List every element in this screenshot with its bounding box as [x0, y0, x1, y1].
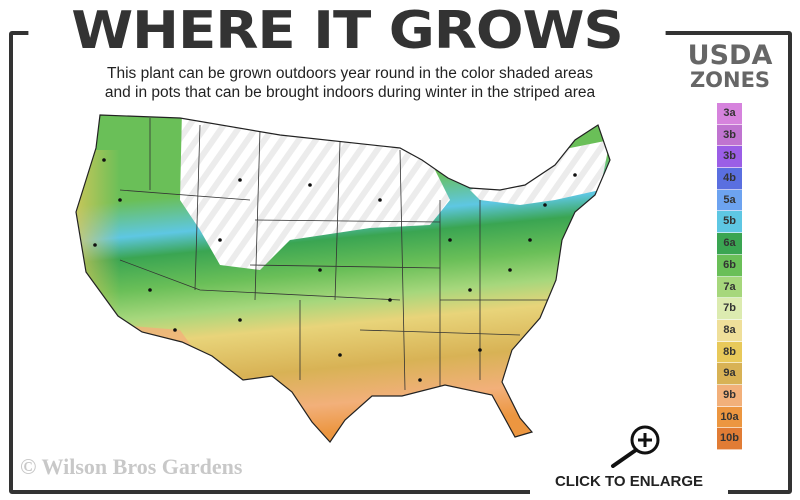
legend-zone-10a: 10a [717, 406, 742, 429]
legend-zone-9b: 9b [717, 384, 742, 407]
legend-title-zones: ZONES [689, 68, 771, 92]
legend-zone-6a: 6a [717, 233, 742, 255]
page-title: WHERE IT GROWS [28, 0, 666, 61]
legend-zone-3a: 3a [717, 103, 742, 125]
magnifier-plus-icon[interactable] [608, 424, 664, 468]
legend-zone-3b: 3b [717, 146, 742, 169]
subtitle-line-1: This plant can be grown outdoors year ro… [107, 65, 593, 82]
subtitle: This plant can be grown outdoors year ro… [40, 64, 660, 102]
legend-title: USDA ZONES [682, 40, 778, 92]
legend-zone-9a: 9a [717, 363, 742, 385]
legend-zone-5b: 5b [717, 211, 742, 234]
legend-zone-3b: 3b [717, 124, 742, 147]
west-coast-zone [76, 150, 120, 350]
zone-legend: 3a 3b 3b 4b 5a 5b 6a 6b 7a 7b 8a 8b 9a 9b 10a 10b [717, 103, 742, 450]
legend-zone-4b: 4b [717, 168, 742, 190]
legend-zone-5a: 5a [717, 189, 742, 212]
legend-title-usda: USDA [687, 40, 773, 71]
city-dots [93, 158, 577, 382]
legend-zone-7b: 7b [717, 298, 742, 320]
legend-zone-8a: 8a [717, 319, 742, 342]
click-to-enlarge-button[interactable]: CLICK TO ENLARGE [530, 468, 728, 498]
legend-zone-6b: 6b [717, 254, 742, 277]
striped-container-area [180, 115, 450, 270]
legend-zone-7a: 7a [717, 276, 742, 299]
legend-zone-10b: 10b [717, 428, 742, 450]
state-borders [119, 118, 560, 391]
legend-zone-8b: 8b [717, 341, 742, 364]
subtitle-line-2: and in pots that can be brought indoors … [104, 84, 596, 101]
copyright-watermark: © Wilson Bros Gardens [20, 454, 243, 479]
